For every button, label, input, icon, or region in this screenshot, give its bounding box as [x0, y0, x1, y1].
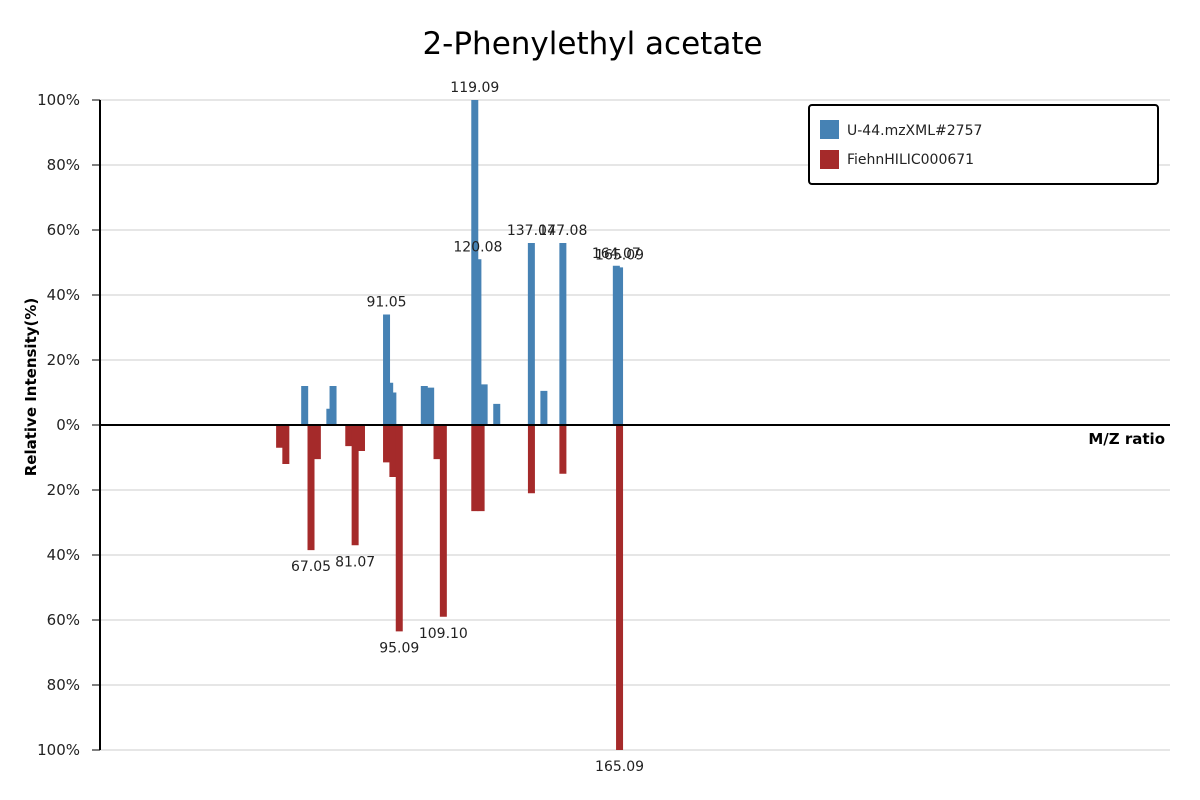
query-peak-bar — [493, 403, 501, 425]
legend-label-2: FiehnHILIC000671 — [847, 152, 974, 168]
reference-peak-bar — [307, 425, 315, 551]
query-peak-label: 164.07 — [592, 246, 641, 262]
legend-label-1: U-44.mzXML#2757 — [847, 123, 982, 139]
peak-bars — [276, 100, 624, 750]
y-tick-label: 40% — [47, 546, 80, 564]
query-peak-bar — [559, 243, 567, 425]
grid-lines — [92, 99, 1170, 751]
legend: U-44.mzXML#2757 FiehnHILIC000671 — [808, 104, 1159, 185]
y-tick-label: 100% — [37, 741, 80, 759]
query-peak-label: 120.08 — [453, 239, 502, 255]
peak-labels: 91.05119.09120.08137.07147.08164.07165.0… — [291, 80, 644, 775]
reference-peak-bar — [389, 425, 397, 477]
y-tick-label: 80% — [47, 156, 80, 174]
y-tick-label: 60% — [47, 611, 80, 629]
reference-peak-bar — [313, 425, 321, 460]
legend-box — [808, 104, 1159, 185]
reference-peak-bar — [395, 425, 403, 632]
query-peak-label: 137.07 — [507, 223, 556, 239]
y-tick-label: 0% — [56, 416, 80, 434]
reference-peak-bar — [559, 425, 567, 474]
reference-peak-bar — [282, 425, 290, 464]
reference-peak-bar — [439, 425, 447, 617]
y-tick-label: 100% — [37, 91, 80, 109]
query-peak-bar — [480, 384, 488, 425]
query-peak-bar — [616, 267, 624, 425]
reference-peak-bar — [357, 425, 365, 451]
query-peak-bar — [427, 387, 435, 425]
query-peak-bar — [389, 392, 397, 425]
query-peak-bar — [474, 259, 482, 425]
query-peak-label: 165.09 — [595, 247, 644, 263]
y-tick-label: 20% — [47, 481, 80, 499]
query-peak-bar — [527, 243, 535, 425]
reference-peak-bar — [433, 425, 441, 460]
reference-peak-bar — [276, 425, 284, 448]
reference-peak-label: 109.10 — [419, 626, 468, 642]
x-axis-title: M/Z ratio — [1088, 430, 1165, 448]
reference-peak-label: 95.09 — [379, 640, 419, 656]
query-peak-bar — [329, 386, 337, 425]
y-tick-label: 20% — [47, 351, 80, 369]
legend-swatch-2 — [820, 150, 839, 169]
reference-peak-bar — [527, 425, 535, 494]
reference-peak-label: 67.05 — [291, 559, 331, 575]
y-tick-label: 80% — [47, 676, 80, 694]
reference-peak-bar — [383, 425, 391, 463]
query-peak-bar — [420, 386, 428, 425]
y-axis-title: Relative Intensity(%) — [22, 298, 40, 477]
query-peak-label: 91.05 — [366, 295, 406, 311]
reference-peak-label: 165.09 — [595, 759, 644, 775]
query-peak-bar — [383, 314, 391, 425]
y-tick-label: 40% — [47, 286, 80, 304]
reference-peak-label: 81.07 — [335, 554, 375, 570]
reference-peak-bar — [477, 425, 485, 512]
reference-peak-bar — [351, 425, 359, 546]
axes — [99, 100, 1170, 750]
query-peak-bar — [540, 390, 548, 425]
y-tick-label: 60% — [47, 221, 80, 239]
chart-title: 2-Phenylethyl acetate — [422, 26, 763, 62]
y-tick-labels: 100% 80% 60% 40% 20% 0% 20% 40% 60% 80% 100% — [37, 91, 80, 759]
reference-peak-bar — [345, 425, 353, 447]
legend-swatch-1 — [820, 120, 839, 139]
query-peak-bar — [301, 386, 309, 425]
query-peak-label: 119.09 — [450, 80, 499, 96]
query-peak-label: 147.08 — [538, 223, 587, 239]
reference-peak-bar — [616, 425, 624, 750]
reference-peak-bar — [471, 425, 479, 512]
